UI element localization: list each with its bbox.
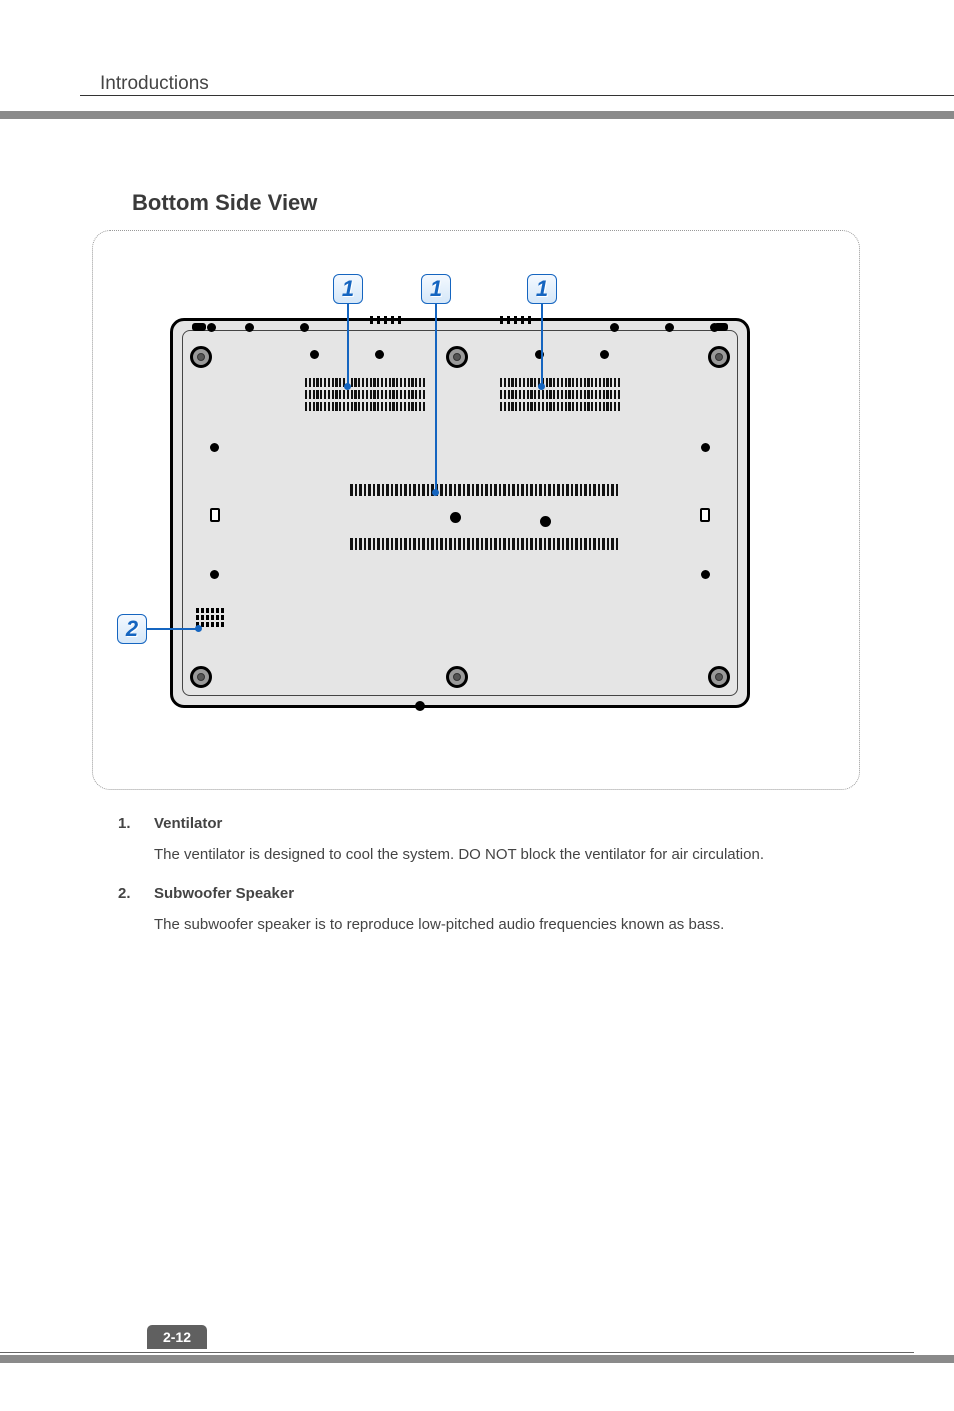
callout-1a: 1 — [333, 274, 363, 304]
dot — [665, 323, 674, 332]
description-item-1: 1. Ventilator The ventilator is designed… — [118, 815, 838, 871]
item-title: Ventilator — [154, 815, 838, 832]
callout-line-1b — [435, 304, 437, 492]
screw-top-left — [190, 346, 212, 368]
dot — [540, 516, 551, 527]
vent-grid-right — [500, 378, 620, 411]
slider-left — [210, 508, 220, 522]
callout-1c: 1 — [527, 274, 557, 304]
callout-dot-2 — [195, 625, 202, 632]
screw-bottom-left — [190, 666, 212, 688]
footer-rule — [0, 1352, 914, 1353]
bottom-foot — [415, 701, 425, 711]
dot — [375, 350, 384, 359]
section-title: Bottom Side View — [132, 190, 317, 216]
dot — [245, 323, 254, 332]
item-number: 1. — [118, 815, 154, 871]
page-number: 2-12 — [147, 1325, 207, 1349]
callout-dot-1b — [432, 489, 439, 496]
chassis-inner — [182, 330, 738, 696]
dot — [600, 350, 609, 359]
screw-top-mid — [446, 346, 468, 368]
page: Introductions Bottom Side View 1 1 1 2 — [0, 0, 954, 1411]
dot — [450, 512, 461, 523]
dot — [310, 350, 319, 359]
vent-long-upper — [350, 484, 618, 496]
header-section-label: Introductions — [100, 73, 209, 95]
screw-top-right — [708, 346, 730, 368]
description-item-2: 2. Subwoofer Speaker The subwoofer speak… — [118, 885, 838, 941]
top-notch-right — [500, 316, 531, 324]
dot — [210, 443, 219, 452]
item-text: The ventilator is designed to cool the s… — [154, 840, 838, 871]
vent-long-lower — [350, 538, 618, 550]
slider-right — [700, 508, 710, 522]
laptop-bottom-diagram — [170, 318, 750, 708]
top-notch-left — [370, 316, 401, 324]
dot — [210, 570, 219, 579]
dot — [701, 570, 710, 579]
callout-dot-1a — [344, 383, 351, 390]
footer-band — [0, 1355, 954, 1363]
dot — [207, 323, 216, 332]
callout-2: 2 — [117, 614, 147, 644]
callout-line-1c — [541, 304, 543, 386]
callout-line-2 — [147, 628, 197, 630]
dot — [610, 323, 619, 332]
screw-bottom-mid — [446, 666, 468, 688]
slot — [192, 323, 206, 331]
slot — [714, 323, 728, 331]
callout-line-1a — [347, 304, 349, 386]
screw-bottom-right — [708, 666, 730, 688]
item-number: 2. — [118, 885, 154, 941]
header-band — [0, 111, 954, 119]
vent-grid-left — [305, 378, 425, 411]
dot — [701, 443, 710, 452]
item-text: The subwoofer speaker is to reproduce lo… — [154, 910, 838, 941]
dot — [300, 323, 309, 332]
header-rule — [80, 95, 954, 96]
item-title: Subwoofer Speaker — [154, 885, 838, 902]
callout-1b: 1 — [421, 274, 451, 304]
description-list: 1. Ventilator The ventilator is designed… — [118, 815, 838, 955]
callout-dot-1c — [538, 383, 545, 390]
